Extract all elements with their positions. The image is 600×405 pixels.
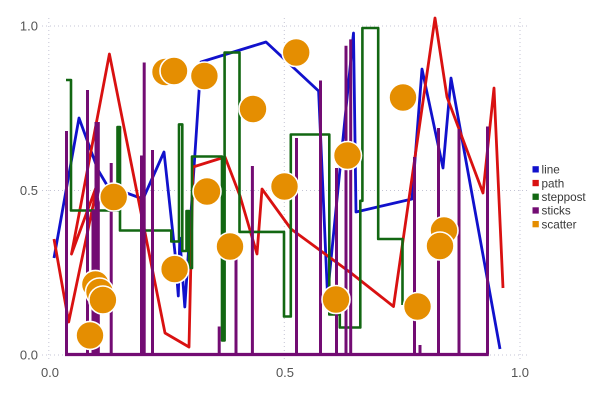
- svg-text:scatter: scatter: [542, 218, 577, 231]
- svg-text:sticks: sticks: [542, 205, 571, 218]
- svg-text:steppost: steppost: [542, 191, 587, 204]
- svg-text:0.5: 0.5: [20, 183, 38, 198]
- svg-text:0.0: 0.0: [20, 348, 38, 363]
- svg-text:0.5: 0.5: [276, 365, 294, 380]
- svg-text:0.0: 0.0: [41, 365, 59, 380]
- svg-text:path: path: [542, 177, 565, 190]
- svg-text:1.0: 1.0: [20, 19, 38, 34]
- svg-text:1.0: 1.0: [511, 365, 529, 380]
- svg-text:line: line: [542, 164, 560, 177]
